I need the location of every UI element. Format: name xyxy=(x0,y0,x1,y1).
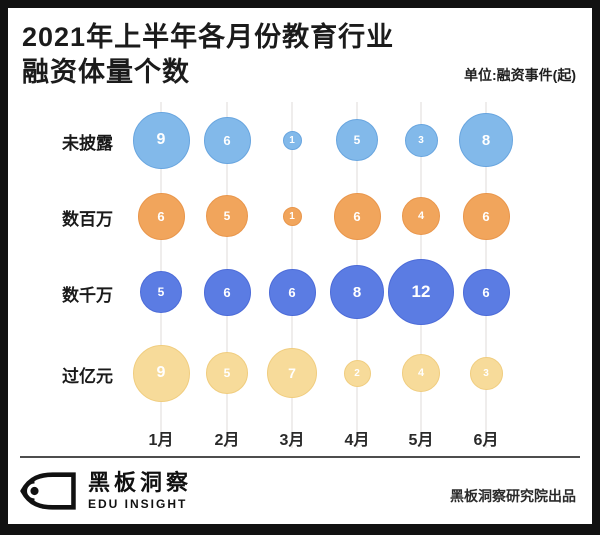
bubble-数千万-6月: 6 xyxy=(462,268,510,316)
credit-text: 黑板洞察研究院出品 xyxy=(450,488,576,504)
bubble-过亿元-5月: 4 xyxy=(402,354,440,392)
month-label-5月: 5月 xyxy=(408,432,434,449)
row-label: 过亿元 xyxy=(62,367,113,386)
bubble-过亿元-3月: 7 xyxy=(267,348,317,398)
bubble-未披露-6月: 8 xyxy=(459,113,513,167)
unit-label: 单位:融资事件(起) xyxy=(464,67,576,83)
title-line-1: 2021年上半年各月份教育行业 xyxy=(22,22,395,52)
row-label: 数百万 xyxy=(62,210,113,229)
bubble-数千万-3月: 6 xyxy=(268,268,316,316)
page-title: 2021年上半年各月份教育行业 融资体量个数 xyxy=(22,20,394,89)
month-label-3月: 3月 xyxy=(279,432,305,449)
bubble-数百万-5月: 4 xyxy=(402,197,440,235)
month-label-1月: 1月 xyxy=(148,432,174,449)
bubble-过亿元-4月: 2 xyxy=(343,359,371,387)
bubble-数百万-3月: 1 xyxy=(282,206,302,226)
bubble-数千万-1月: 5 xyxy=(140,271,182,313)
eye-logo-icon xyxy=(20,472,76,510)
bubble-数百万-2月: 5 xyxy=(206,195,248,237)
brand-name-cn: 黑板洞察 xyxy=(88,470,193,496)
bubble-数百万-1月: 6 xyxy=(137,192,185,240)
chart-card: 2021年上半年各月份教育行业 融资体量个数 单位:融资事件(起) 未披露 9 6 1… xyxy=(8,8,592,524)
row-label: 数千万 xyxy=(62,286,113,305)
bubble-未披露-3月: 1 xyxy=(282,130,302,150)
bubble-未披露-2月: 6 xyxy=(203,116,251,164)
bubble-未披露-1月: 9 xyxy=(132,111,190,169)
bubble-数千万-2月: 6 xyxy=(203,268,251,316)
row-label: 未披露 xyxy=(62,134,113,153)
bubble-chart: 未披露 9 6 1 5 3 8 数百万 6 5 1 6 4 6 数千万 5 6 6 8 12 6 过亿元 9 5 7 2 4 3 1月 2… xyxy=(8,8,592,468)
month-label-6月: 6月 xyxy=(473,432,499,449)
brand-logo: 黑板洞察 EDU INSIGHT xyxy=(20,470,192,512)
bubble-数千万-5月: 12 xyxy=(388,259,454,325)
bubble-过亿元-6月: 3 xyxy=(469,356,503,390)
bubble-未披露-4月: 5 xyxy=(336,119,378,161)
month-label-2月: 2月 xyxy=(214,432,240,449)
brand-logo-text: 黑板洞察 EDU INSIGHT xyxy=(88,471,192,510)
footer-divider xyxy=(20,456,580,458)
bubble-数千万-4月: 8 xyxy=(330,265,384,319)
month-label-4月: 4月 xyxy=(344,432,370,449)
bubble-过亿元-2月: 5 xyxy=(206,352,248,394)
brand-name-en: EDU INSIGHT xyxy=(88,496,188,511)
bubble-数百万-6月: 6 xyxy=(462,192,510,240)
bubble-未披露-5月: 3 xyxy=(404,123,438,157)
title-line-2: 融资体量个数 xyxy=(22,56,190,87)
bubble-过亿元-1月: 9 xyxy=(132,344,190,402)
bubble-数百万-4月: 6 xyxy=(333,192,381,240)
